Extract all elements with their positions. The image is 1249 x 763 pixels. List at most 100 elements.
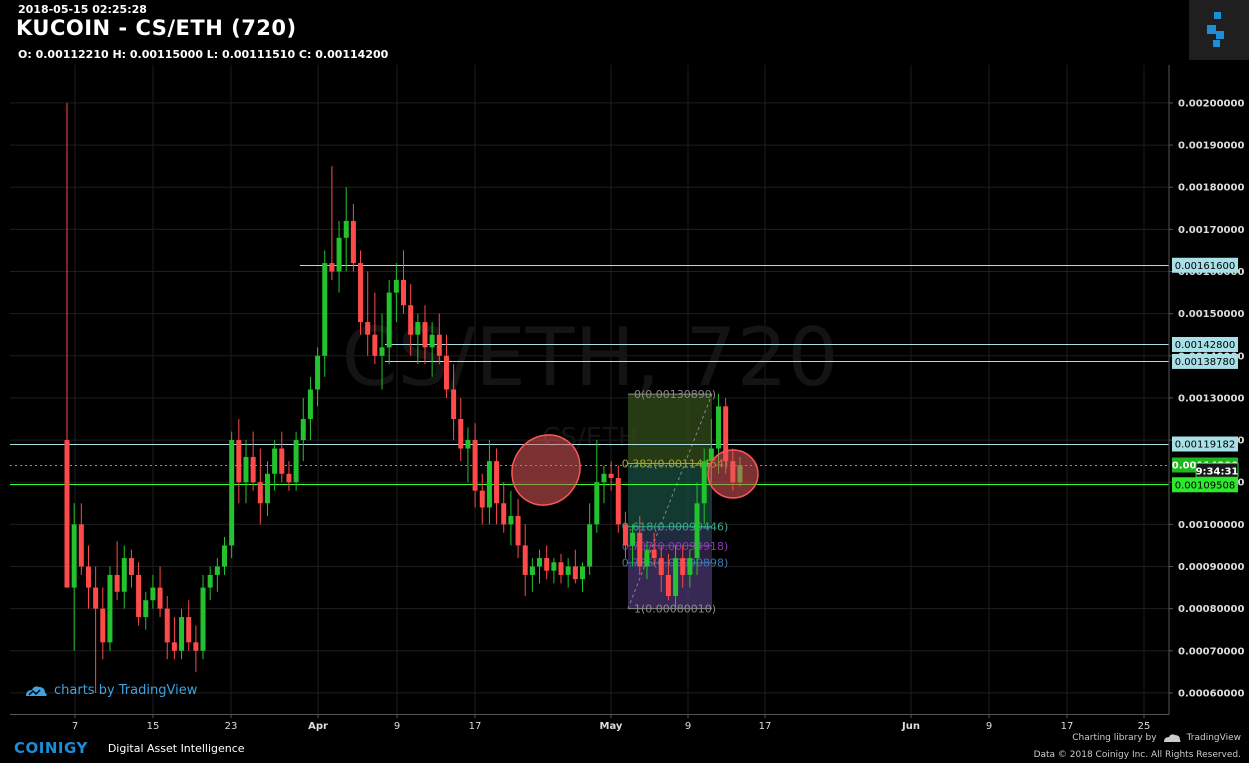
candle-down [128,549,134,588]
candle-body [508,515,514,525]
candle-down [658,545,664,592]
candle-up [307,376,313,441]
candle-body [665,574,671,596]
chart-title: KUCOIN - CS/ETH (720) [16,16,297,40]
candle-body [694,503,700,559]
tradingview-small-icon [1163,734,1181,742]
candle-body [630,532,636,546]
x-tick-label: 9 [685,721,691,732]
candle-body [365,322,371,335]
countdown-text: 9:34:31 [1196,466,1239,477]
price-label-tag: 0.00161600 [1172,257,1238,273]
fib-zone [628,394,712,464]
candle-body [708,448,714,462]
candle-up [200,574,206,660]
candle-body [601,473,607,483]
candle-up [701,448,707,525]
candle-body [214,566,220,575]
candle-body [608,473,614,478]
candle-body [558,562,564,575]
y-tick-label: 0.00080000 [1178,604,1244,615]
fib-level-label: 1(0.00080010) [634,603,716,616]
candle-up [537,549,543,584]
candle-up [565,558,571,588]
candle-up [293,431,299,491]
candle-body [644,549,650,567]
y-tick-label: 0.00200000 [1178,98,1244,109]
candle-body [687,558,693,575]
candle-body [587,524,593,567]
candle-body [250,456,256,483]
candle-body [358,263,364,323]
x-tick-label: 15 [147,721,160,732]
price-label-text: 0.00138780 [1175,357,1235,368]
y-tick-label: 0.00100000 [1178,520,1244,531]
candle-down [451,364,457,441]
candle-up [336,220,342,293]
coinigy-logo[interactable] [1189,0,1249,60]
candle-down [157,566,163,618]
candle-body [272,448,278,474]
x-tick-label: 23 [225,721,238,732]
candle-up [272,440,278,491]
copyright: Data © 2018 Coinigy Inc. All Rights Rese… [1033,750,1241,760]
fib-zone [628,526,712,546]
candle-body [393,279,399,293]
candle-up [579,562,585,592]
candle-up [465,427,471,483]
candle-body [465,440,471,449]
charting-library-credit[interactable]: Charting library by TradingView [1072,733,1241,743]
candle-body [529,566,535,575]
candle-up [150,574,156,609]
candle-down [436,313,442,365]
candle-body [128,558,134,575]
x-tick-label: 17 [1061,721,1074,732]
candle-up [343,187,349,272]
horizontal-lines [10,265,1169,485]
annotation-circle-right [707,449,759,499]
candle-body [551,562,557,571]
y-tick-label: 0.00190000 [1178,141,1244,152]
candle-body [422,322,428,348]
candle-body [343,220,349,238]
candle-body [429,334,435,348]
candle-down [171,617,177,660]
candle-body [486,461,492,508]
y-tick-label: 0.00090000 [1178,562,1244,573]
candle-down [515,499,521,559]
candle-body [515,515,521,546]
candle-body [315,355,321,390]
tradingview-label: charts by TradingView [54,683,198,698]
candle-body [164,608,170,643]
candle-body [64,440,70,588]
candle-up [315,347,321,407]
candle-down [236,419,242,504]
candle-body [472,440,478,491]
candle-body [458,419,464,449]
candle-body [286,473,292,483]
candle-up [207,566,213,601]
candle-down [501,482,507,533]
candle-body [236,440,242,483]
candle-up [601,465,607,504]
candle-body [179,617,185,651]
price-label-text: 0.00142800 [1175,340,1235,351]
price-label-text: 0.00119182 [1175,440,1235,451]
x-tick-label: 17 [759,721,772,732]
y-tick-label: 0.00070000 [1178,646,1244,657]
candle-body [716,406,722,449]
tradingview-link[interactable]: charts by TradingView [24,683,197,698]
candle-up [415,313,421,365]
annotation-circle-left [511,434,581,506]
candle-down [558,553,564,584]
candle-down [651,532,657,567]
ohlc-readout: O: 0.00112210 H: 0.00115000 L: 0.0011151… [18,48,389,61]
candle-down [372,292,378,365]
y-tick-label: 0.00130000 [1178,393,1244,404]
candle-down [350,204,356,272]
candle-up [644,541,650,580]
candle-down [136,562,142,626]
tagline: Digital Asset Intelligence [107,741,245,755]
price-label-tag: 0.00109508 [1172,477,1238,493]
